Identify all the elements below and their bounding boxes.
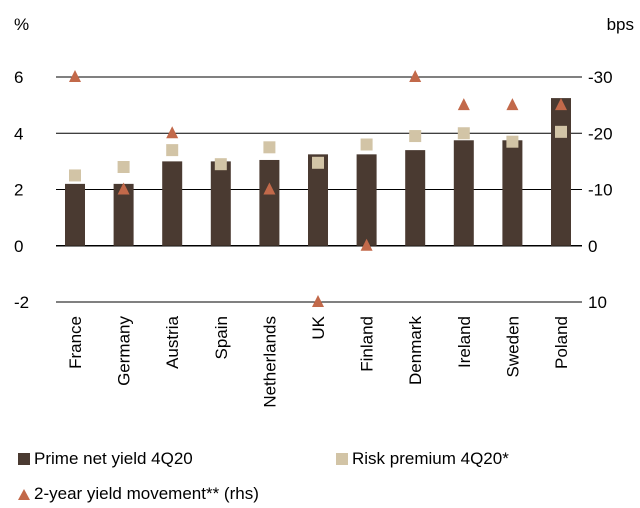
category-label: France [66, 316, 85, 369]
right-axis-ticks: -30 -20 -10 0 10 [588, 68, 613, 312]
bar [210, 161, 231, 246]
right-axis-unit: bps [607, 15, 634, 34]
bar [65, 183, 85, 246]
category-label: Finland [358, 316, 377, 372]
bar [551, 98, 571, 246]
legend-label-yield: Prime net yield 4Q20 [34, 449, 193, 468]
yield-movement-marker [117, 182, 130, 195]
left-tick-label: 6 [14, 68, 23, 87]
risk-premium-marker [555, 125, 567, 138]
bars [65, 98, 571, 246]
yield-movement-marker [360, 238, 373, 251]
right-tick-label: 10 [588, 293, 607, 312]
yield-movement-markers [69, 70, 567, 307]
right-tick-label: -20 [588, 124, 613, 143]
bar [308, 154, 328, 246]
bar [502, 140, 523, 246]
bar-swatch-icon [18, 453, 30, 465]
category-label: Poland [552, 316, 571, 369]
risk-premium-marker [166, 144, 179, 157]
category-labels: France Germany Austria Spain Netherlands UK Fi… [66, 315, 571, 407]
risk-premium-markers [69, 125, 567, 182]
bar [162, 161, 183, 246]
yield-movement-marker [263, 182, 276, 195]
legend-item-yield: Prime net yield 4Q20 [18, 449, 193, 469]
category-label: Austria [163, 315, 182, 368]
category-label: Ireland [455, 316, 474, 368]
yield-movement-marker [312, 295, 324, 307]
left-axis-ticks: 6 4 2 0 -2 [14, 68, 29, 312]
legend-label-movement: 2-year yield movement** (rhs) [34, 484, 259, 503]
risk-premium-marker [214, 158, 227, 171]
legend-item-risk: Risk premium 4Q20* [336, 449, 509, 469]
risk-premium-marker [69, 169, 81, 182]
right-tick-label: -10 [588, 181, 613, 200]
bar [259, 159, 280, 246]
left-axis-unit: % [14, 15, 29, 34]
yield-movement-marker [506, 98, 519, 111]
category-label: Sweden [503, 316, 522, 377]
square-swatch-icon [336, 453, 348, 465]
right-tick-label: -30 [588, 68, 613, 87]
legend-label-risk: Risk premium 4Q20* [352, 449, 509, 468]
left-tick-label: 4 [14, 124, 23, 143]
left-tick-label: 2 [14, 181, 23, 200]
yield-movement-marker [69, 70, 81, 82]
left-tick-label: -2 [14, 293, 29, 312]
risk-premium-marker [263, 141, 276, 154]
category-label: Netherlands [260, 316, 279, 408]
risk-premium-marker [409, 130, 422, 143]
bar [113, 183, 134, 246]
right-tick-label: 0 [588, 237, 597, 256]
category-label: Denmark [406, 316, 425, 385]
yield-movement-marker [457, 98, 470, 111]
left-tick-label: 0 [14, 237, 23, 256]
yield-movement-marker [409, 70, 422, 82]
category-label: Spain [212, 316, 231, 359]
bar [405, 150, 426, 246]
risk-premium-marker [312, 156, 324, 169]
risk-premium-marker [360, 138, 373, 151]
risk-premium-marker [506, 135, 519, 148]
risk-premium-marker [457, 127, 470, 140]
legend-item-movement: 2-year yield movement** (rhs) [18, 484, 259, 504]
triangle-swatch-icon [18, 488, 30, 500]
yield-movement-marker [555, 98, 567, 111]
chart: % bps 6 4 2 0 -2 -30 -20 -10 0 10 France Germany A… [14, 15, 634, 408]
bar [356, 154, 377, 246]
yield-movement-marker [166, 126, 179, 139]
category-label: UK [309, 315, 328, 339]
risk-premium-marker [117, 161, 130, 173]
category-label: Germany [115, 316, 134, 386]
bar [453, 140, 474, 246]
